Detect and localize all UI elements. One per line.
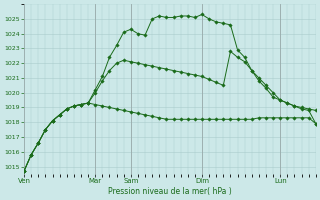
- X-axis label: Pression niveau de la mer( hPa ): Pression niveau de la mer( hPa ): [108, 187, 232, 196]
